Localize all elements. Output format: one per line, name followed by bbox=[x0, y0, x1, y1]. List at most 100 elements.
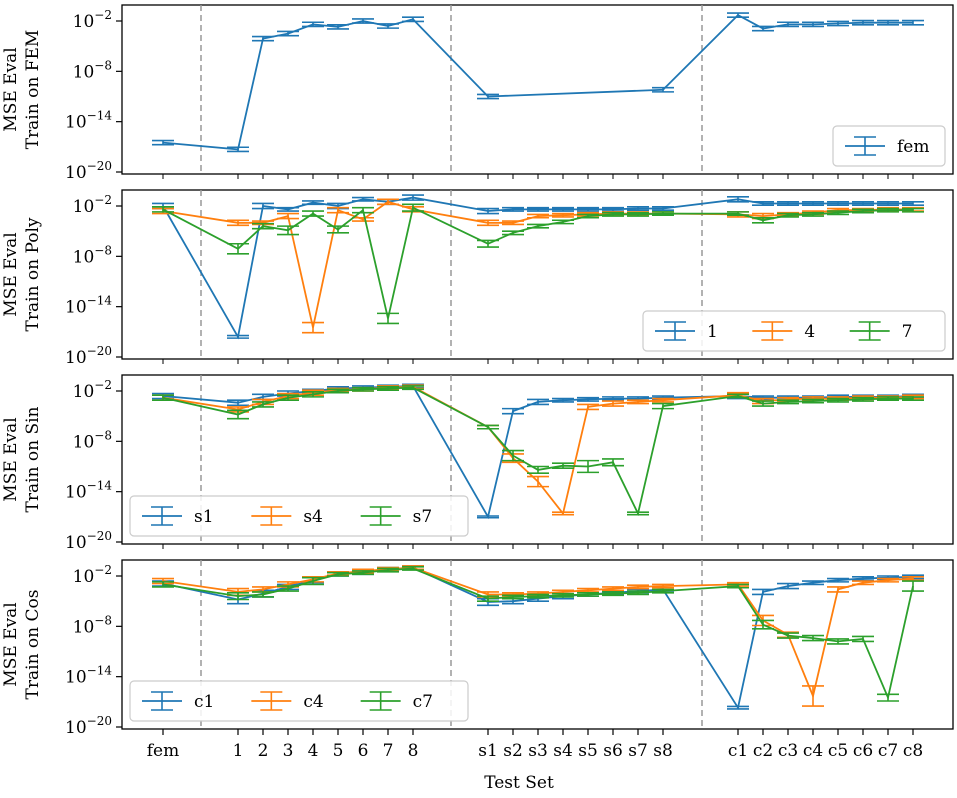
y-axis-label: Train on Poly bbox=[23, 217, 43, 331]
series-line-c7 bbox=[162, 567, 914, 701]
y-tick-label: 10−20 bbox=[65, 529, 112, 553]
legend-label: 1 bbox=[707, 322, 718, 342]
error-bar bbox=[752, 25, 774, 32]
x-tick-label: c6 bbox=[853, 741, 873, 761]
legend-entry-fem: fem bbox=[845, 136, 929, 157]
error-bar bbox=[727, 12, 749, 19]
series-line-s4 bbox=[162, 385, 914, 516]
error-bar bbox=[802, 634, 824, 642]
error-bar bbox=[552, 206, 574, 212]
error-bar bbox=[402, 194, 424, 201]
error-bar bbox=[527, 465, 549, 475]
x-tick-label: 2 bbox=[258, 741, 269, 761]
error-bar bbox=[552, 511, 574, 516]
error-bar bbox=[527, 206, 549, 212]
y-tick-label: 10−14 bbox=[65, 109, 112, 133]
x-tick-label: c3 bbox=[778, 741, 798, 761]
error-bar bbox=[602, 591, 624, 597]
error-bar bbox=[827, 201, 849, 206]
error-bar bbox=[477, 93, 499, 100]
error-bar bbox=[527, 398, 549, 406]
error-bar bbox=[252, 35, 274, 42]
error-bar bbox=[227, 409, 249, 420]
error-bar bbox=[327, 388, 349, 394]
error-bar bbox=[502, 407, 524, 415]
error-bar bbox=[352, 216, 374, 222]
error-bar bbox=[602, 586, 624, 592]
x-tick-label: c1 bbox=[728, 741, 748, 761]
series-fem bbox=[152, 12, 924, 153]
error-bar bbox=[777, 21, 799, 28]
error-bar bbox=[152, 581, 174, 588]
error-bar bbox=[627, 590, 649, 596]
error-bar bbox=[552, 462, 574, 469]
y-tick-label: 10−2 bbox=[73, 563, 112, 587]
error-bar bbox=[827, 397, 849, 403]
error-bar bbox=[577, 396, 599, 402]
x-tick-label: c4 bbox=[803, 741, 823, 761]
error-bar bbox=[227, 399, 249, 407]
error-bar bbox=[302, 321, 324, 334]
y-axis-label: Train on FEM bbox=[23, 30, 43, 150]
panel-3: 10−2 10−8 10−14 10−20 MSE Eval Train on Sin s1… bbox=[1, 374, 954, 553]
error-bar bbox=[627, 206, 649, 211]
error-bar bbox=[752, 201, 774, 206]
y-tick-label: 10−2 bbox=[73, 378, 112, 402]
error-bar bbox=[827, 577, 849, 583]
error-bar bbox=[902, 580, 924, 592]
error-bar bbox=[627, 399, 649, 405]
error-bar bbox=[727, 195, 749, 203]
error-bar bbox=[252, 202, 274, 210]
x-tick-label: 1 bbox=[233, 741, 244, 761]
error-bar bbox=[352, 206, 374, 214]
error-bar bbox=[852, 208, 874, 214]
error-bar bbox=[402, 203, 424, 212]
legend-entry-s4: s4 bbox=[251, 506, 323, 527]
y-tick-label: 10−8 bbox=[73, 613, 112, 637]
error-bar bbox=[377, 312, 399, 325]
error-bar bbox=[277, 585, 299, 592]
x-tick-label: c5 bbox=[828, 741, 848, 761]
y-axis-label: MSE Eval bbox=[1, 47, 21, 131]
y-tick-label: 10−20 bbox=[65, 344, 112, 368]
x-axis-ticks: fem 1 2 3 4 5 6 7 8 s1 s2 s3 s4 s5 s6 s7 s8 c1 c2 c3 c4 c5 c6 c… bbox=[147, 174, 923, 761]
panel-frame bbox=[121, 4, 954, 175]
y-axis-label: Train on Sin bbox=[23, 406, 43, 512]
x-tick-label: s6 bbox=[603, 741, 623, 761]
legend-box bbox=[129, 680, 469, 722]
error-bar bbox=[477, 239, 499, 248]
legend-entry-c4: c4 bbox=[251, 691, 324, 712]
error-bar bbox=[302, 391, 324, 398]
error-bar bbox=[802, 211, 824, 217]
error-bar bbox=[652, 402, 674, 410]
error-bar bbox=[902, 576, 924, 581]
y-tick-label: 10−14 bbox=[65, 664, 112, 688]
error-bar bbox=[402, 385, 424, 391]
y-tick-label: 10−8 bbox=[73, 243, 112, 267]
legend-entry-4: 4 bbox=[752, 321, 815, 342]
error-bar bbox=[277, 212, 299, 220]
error-bar bbox=[877, 201, 899, 206]
error-bar bbox=[852, 396, 874, 402]
error-bar bbox=[227, 219, 249, 227]
x-tick-label: s5 bbox=[578, 741, 598, 761]
error-bar bbox=[852, 19, 874, 26]
error-bar bbox=[777, 201, 799, 206]
error-bar bbox=[777, 399, 799, 405]
error-bar bbox=[402, 565, 424, 571]
y-axis-label: Train on Cos bbox=[23, 590, 43, 700]
error-bar bbox=[802, 580, 824, 586]
error-bar bbox=[652, 86, 674, 93]
x-tick-label: s7 bbox=[628, 741, 648, 761]
error-bar bbox=[552, 592, 574, 598]
error-bar bbox=[727, 583, 749, 589]
x-tick-label: 8 bbox=[408, 741, 419, 761]
series-c7 bbox=[152, 565, 924, 702]
legend-entry-s7: s7 bbox=[360, 506, 432, 527]
error-bar bbox=[552, 397, 574, 403]
error-bar bbox=[877, 396, 899, 402]
y-axis-label: MSE Eval bbox=[1, 232, 21, 316]
error-bar bbox=[152, 139, 174, 146]
error-bar bbox=[877, 19, 899, 26]
